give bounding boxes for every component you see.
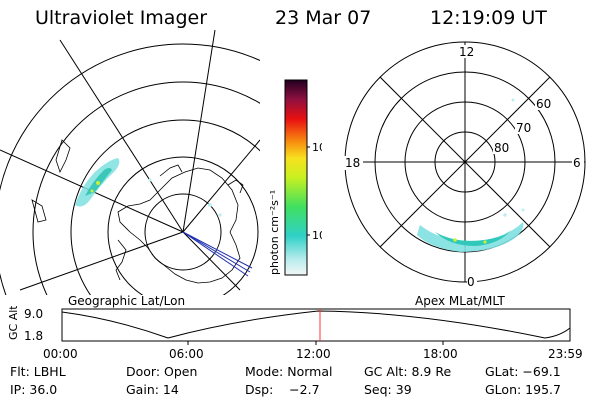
date-label: 23 Mar 07	[275, 7, 372, 29]
info-glon: GLon: 195.7	[485, 382, 561, 397]
colorbar-label: photon cm⁻²s⁻¹	[268, 190, 281, 275]
geographic-map	[0, 30, 260, 295]
orbit-ytick-min: 1.8	[24, 329, 43, 343]
mlt-label-0: 0	[467, 275, 475, 289]
mlat-label-80: 80	[494, 141, 509, 155]
lat-circle	[0, 43, 260, 295]
altitude-curve	[61, 310, 571, 339]
orbit-ylabel: GC Alt	[7, 306, 20, 340]
colorbar-tick-10: 10	[312, 229, 322, 242]
info-mode: Mode: Normal	[245, 364, 333, 379]
info-glat: GLat: −69.1	[485, 364, 561, 379]
orbit-xtick-4: 23:59	[548, 347, 583, 361]
info-ip: IP: 36.0	[10, 382, 58, 397]
orbit-altitude-plot: GC Alt 9.0 1.8	[7, 306, 571, 345]
orbit-xtick-3: 18:00	[423, 347, 458, 361]
lat-circle	[32, 81, 260, 295]
orbit-xtick-2: 12:00	[296, 347, 331, 361]
info-gain: Gain: 14	[126, 382, 179, 397]
colorbar: 100 10 photon cm⁻²s⁻¹	[268, 79, 322, 276]
mlt-label-18: 18	[345, 156, 360, 170]
info-gc-alt: GC Alt: 8.9 Re	[364, 364, 452, 379]
mlat-label-60: 60	[536, 97, 551, 111]
aurora-patch	[75, 158, 222, 217]
time-label: 12:19:09 UT	[430, 7, 547, 29]
mlat-label-70: 70	[516, 121, 531, 135]
orbit-xtick-1: 06:00	[169, 347, 204, 361]
colorbar-tick-100: 100	[312, 141, 322, 154]
orbit-xtick-0: 00:00	[43, 347, 78, 361]
lat-circle	[107, 156, 259, 295]
mlat-mlt-dial: 12 18 6 0 60 70 80	[343, 41, 586, 289]
right-panel-caption: Apex MLat/MLT	[415, 294, 505, 308]
lat-circle	[144, 193, 222, 271]
info-dsp: Dsp: −2.7	[245, 382, 320, 397]
orbit-ytick-max: 9.0	[24, 307, 43, 321]
lat-circle	[70, 119, 260, 295]
mlt-label-6: 6	[573, 156, 581, 170]
mlt-label-12: 12	[459, 45, 474, 59]
aurora-oval	[417, 98, 525, 252]
info-seq: Seq: 39	[364, 382, 412, 397]
info-door: Door: Open	[126, 364, 198, 379]
info-filter: Flt: LBHL	[10, 364, 66, 379]
instrument-title: Ultraviolet Imager	[35, 7, 208, 29]
left-panel-caption: Geographic Lat/Lon	[68, 294, 186, 308]
